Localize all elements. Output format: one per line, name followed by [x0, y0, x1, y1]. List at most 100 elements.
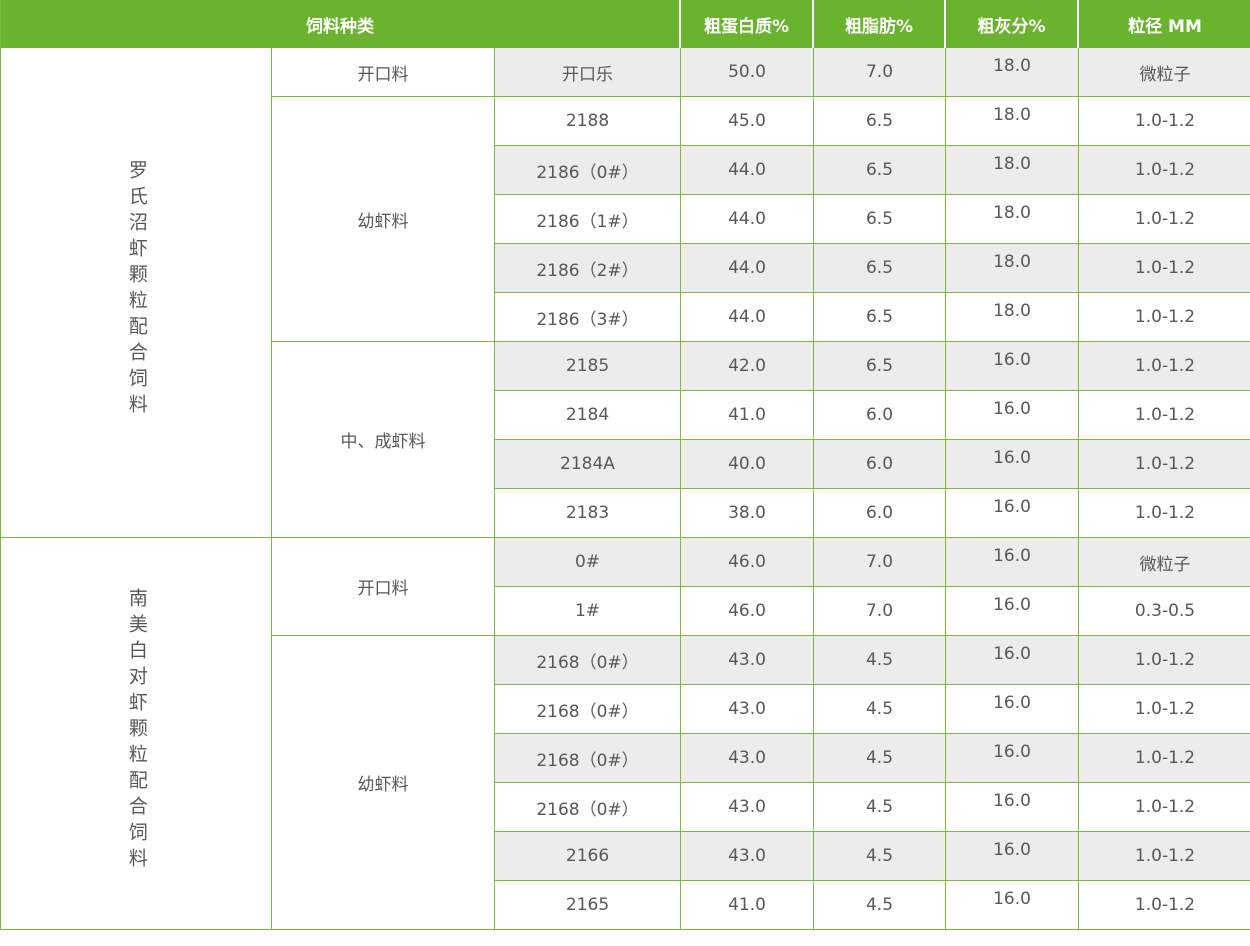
size-cell: 微粒子: [1079, 538, 1250, 587]
ash-value: 18.0: [993, 154, 1031, 174]
fat-cell: 4.5: [814, 832, 947, 881]
subgroup-cell: 开口料: [272, 48, 495, 97]
product-cell: 2168（0#）: [495, 636, 682, 685]
fat-cell: 4.5: [814, 685, 947, 734]
ash-cell: 18.0: [946, 244, 1080, 293]
ash-value: 18.0: [993, 105, 1031, 125]
ash-cell: 16.0: [946, 391, 1080, 440]
header-row: 饲料种类 粗蛋白质% 粗脂肪% 粗灰分% 粒径 MM: [1, 0, 1250, 48]
protein-cell: 44.0: [681, 146, 815, 195]
ash-cell: 18.0: [946, 97, 1080, 146]
table-row: 罗氏沼虾颗粒配合饲料 开口料 开口乐 50.0 7.0 18.0 微粒子: [1, 48, 1250, 538]
header-crude-ash: 粗灰分%: [946, 0, 1080, 48]
ash-value: 18.0: [993, 203, 1031, 223]
size-cell: 1.0-1.2: [1079, 636, 1250, 685]
ash-value: 16.0: [993, 791, 1031, 811]
ash-cell: 16.0: [946, 538, 1080, 587]
size-cell: 1.0-1.2: [1079, 832, 1250, 881]
protein-cell: 38.0: [681, 489, 815, 538]
group-label: 罗氏沼虾颗粒配合饲料: [125, 160, 148, 420]
size-cell: 1.0-1.2: [1079, 685, 1250, 734]
fat-cell: 6.5: [814, 244, 947, 293]
protein-cell: 46.0: [681, 587, 815, 636]
ash-cell: 18.0: [946, 293, 1080, 342]
table-row: 2168（0#） 43.0 4.5 16.0 1.0-1.2: [1, 685, 1250, 734]
size-cell: 1.0-1.2: [1079, 440, 1250, 489]
table-row: 2186（0#） 44.0 6.5 18.0 1.0-1.2: [1, 146, 1250, 195]
table-row: 2183 38.0 6.0 16.0 1.0-1.2: [1, 489, 1250, 538]
size-cell: 1.0-1.2: [1079, 293, 1250, 342]
protein-cell: 43.0: [681, 783, 815, 832]
product-cell: 2184: [495, 391, 682, 440]
ash-cell: 18.0: [946, 146, 1080, 195]
product-cell: 0#: [495, 538, 682, 587]
fat-cell: 4.5: [814, 636, 947, 685]
protein-cell: 43.0: [681, 832, 815, 881]
ash-cell: 18.0: [946, 48, 1080, 97]
ash-value: 16.0: [993, 889, 1031, 909]
product-cell: 1#: [495, 587, 682, 636]
ash-value: 18.0: [993, 56, 1031, 76]
ash-cell: 16.0: [946, 342, 1080, 391]
size-cell: 1.0-1.2: [1079, 734, 1250, 783]
protein-cell: 43.0: [681, 685, 815, 734]
table-row: 2186（3#） 44.0 6.5 18.0 1.0-1.2: [1, 293, 1250, 342]
size-cell: 1.0-1.2: [1079, 489, 1250, 538]
fat-cell: 6.5: [814, 293, 947, 342]
subgroup-cell: 幼虾料: [272, 636, 495, 930]
ash-value: 18.0: [993, 252, 1031, 272]
subgroup-cell: 幼虾料: [272, 97, 495, 342]
product-cell: 2183: [495, 489, 682, 538]
ash-value: 16.0: [993, 595, 1031, 615]
fat-cell: 6.5: [814, 342, 947, 391]
fat-cell: 6.0: [814, 440, 947, 489]
product-cell: 2166: [495, 832, 682, 881]
product-cell: 2165: [495, 881, 682, 930]
product-cell: 2186（0#）: [495, 146, 682, 195]
ash-cell: 16.0: [946, 440, 1080, 489]
fat-cell: 7.0: [814, 587, 947, 636]
ash-cell: 16.0: [946, 685, 1080, 734]
ash-value: 16.0: [993, 693, 1031, 713]
ash-value: 16.0: [993, 350, 1031, 370]
product-cell: 2185: [495, 342, 682, 391]
size-cell: 1.0-1.2: [1079, 244, 1250, 293]
table-row: 2165 41.0 4.5 16.0 1.0-1.2: [1, 881, 1250, 930]
fat-cell: 4.5: [814, 783, 947, 832]
size-cell: 1.0-1.2: [1079, 783, 1250, 832]
ash-cell: 16.0: [946, 636, 1080, 685]
subgroup-cell: 中、成虾料: [272, 342, 495, 538]
table-row: 2168（0#） 43.0 4.5 16.0 1.0-1.2: [1, 783, 1250, 832]
size-cell: 1.0-1.2: [1079, 881, 1250, 930]
table-row: 2166 43.0 4.5 16.0 1.0-1.2: [1, 832, 1250, 881]
product-cell: 2168（0#）: [495, 783, 682, 832]
fat-cell: 6.5: [814, 97, 947, 146]
group-cell: 罗氏沼虾颗粒配合饲料: [1, 48, 272, 538]
table-row: 幼虾料 2188 45.0 6.5 18.0 1.0-1.2: [1, 97, 1250, 342]
table-row: 2168（0#） 43.0 4.5 16.0 1.0-1.2: [1, 734, 1250, 783]
group-label: 南美白对虾颗粒配合饲料: [125, 588, 148, 874]
table-row: 2186（2#） 44.0 6.5 18.0 1.0-1.2: [1, 244, 1250, 293]
ash-cell: 16.0: [946, 489, 1080, 538]
product-cell: 2188: [495, 97, 682, 146]
table-row: 中、成虾料 2185 42.0 6.5 16.0 1.0-1.2: [1, 342, 1250, 538]
size-cell: 1.0-1.2: [1079, 146, 1250, 195]
fat-cell: 7.0: [814, 538, 947, 587]
table-row: 1# 46.0 7.0 16.0 0.3-0.5: [1, 587, 1250, 636]
protein-cell: 44.0: [681, 293, 815, 342]
protein-cell: 43.0: [681, 734, 815, 783]
ash-value: 16.0: [993, 399, 1031, 419]
product-cell: 2186（1#）: [495, 195, 682, 244]
protein-cell: 44.0: [681, 195, 815, 244]
product-cell: 2186（2#）: [495, 244, 682, 293]
table-row: 2186（1#） 44.0 6.5 18.0 1.0-1.2: [1, 195, 1250, 244]
protein-cell: 50.0: [681, 48, 815, 97]
product-cell: 2168（0#）: [495, 734, 682, 783]
ash-cell: 16.0: [946, 587, 1080, 636]
ash-cell: 18.0: [946, 195, 1080, 244]
size-cell: 0.3-0.5: [1079, 587, 1250, 636]
table-row: 2184 41.0 6.0 16.0 1.0-1.2: [1, 391, 1250, 440]
ash-cell: 16.0: [946, 783, 1080, 832]
fat-cell: 7.0: [814, 48, 947, 97]
